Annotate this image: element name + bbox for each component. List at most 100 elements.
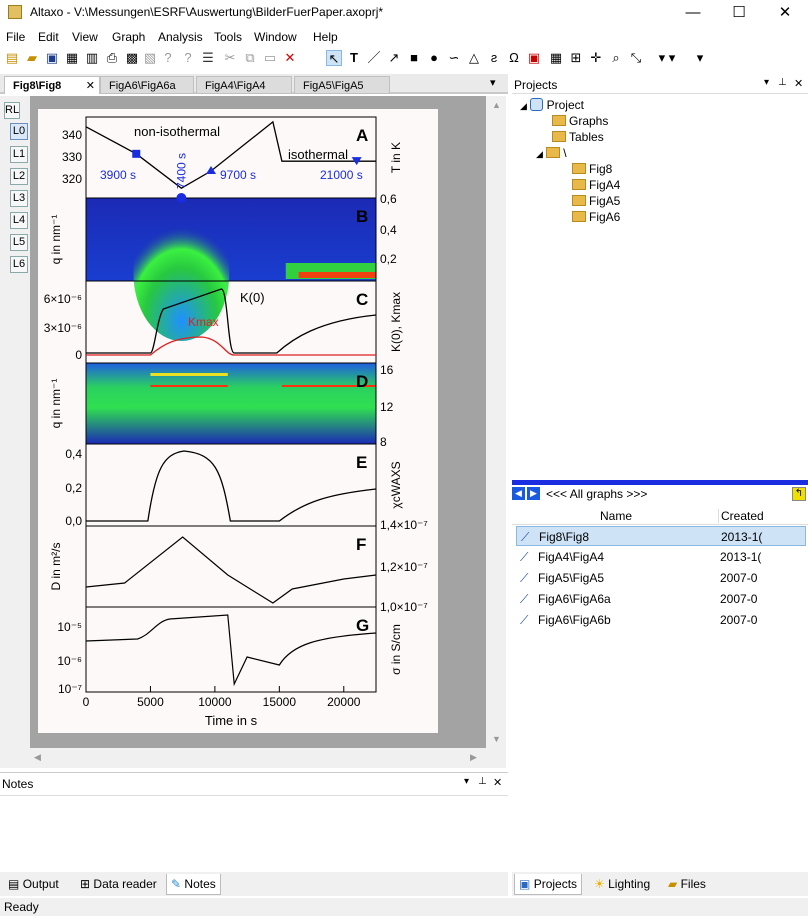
whats-this-icon[interactable]: ? [184, 50, 192, 65]
layer-icon[interactable]: ☰ [202, 50, 214, 65]
panel-menu-icon[interactable]: ▾ [464, 776, 470, 787]
notes-textarea[interactable] [0, 795, 508, 867]
tree-node-figa5[interactable]: FigA5 [572, 194, 620, 208]
open-folder-icon[interactable]: ▰ [27, 50, 37, 65]
layer-button-l1[interactable]: L1 [10, 146, 28, 163]
scroll-left-icon[interactable]: ◀ [34, 752, 41, 762]
layer-button-l4[interactable]: L4 [10, 212, 28, 229]
tree-node-tables[interactable]: Tables [552, 130, 604, 144]
tree-node-fig8[interactable]: Fig8 [572, 162, 612, 176]
horizontal-scrollbar[interactable]: ◀ ▶ [30, 748, 506, 768]
line-tool-icon[interactable]: ／ [367, 50, 381, 65]
go-up-icon[interactable]: ↰ [792, 487, 806, 501]
tab-notes[interactable]: ✎ Notes [166, 874, 221, 895]
panel-close-icon[interactable]: ✕ [794, 78, 804, 90]
menu-help[interactable]: Help [313, 30, 338, 44]
tab-data-reader[interactable]: ⊞ Data reader [76, 874, 161, 895]
axis-rescale-icon[interactable]: ⤡ [630, 50, 642, 65]
rectangle-tool-icon[interactable]: ■ [410, 50, 418, 65]
data-reader-icon[interactable]: ✛ [590, 50, 602, 65]
menu-view[interactable]: View [72, 30, 98, 44]
scroll-up-icon[interactable]: ▲ [492, 100, 501, 110]
curve-tool-icon[interactable]: ∽ [448, 50, 460, 65]
cut-icon[interactable]: ✂ [224, 50, 236, 65]
menu-tools[interactable]: Tools [214, 30, 243, 44]
paste-icon[interactable]: ▭ [263, 50, 277, 65]
layer-button-rl[interactable]: RL [4, 102, 20, 119]
layer-button-l5[interactable]: L5 [10, 234, 28, 251]
back-icon[interactable]: ◀ [512, 487, 525, 500]
align-dropdown[interactable]: ▾ ▾ [658, 50, 676, 65]
grid-icon[interactable]: ▦ [549, 50, 563, 65]
menu-analysis[interactable]: Analysis [158, 30, 203, 44]
copy-page-icon[interactable]: ▧ [143, 50, 157, 65]
arrow-tool-icon[interactable]: ↗ [388, 50, 400, 65]
collapse-icon[interactable]: ◢ [520, 101, 527, 111]
panel-splitter[interactable] [512, 480, 808, 485]
menu-file[interactable]: File [6, 30, 26, 44]
text-tool-icon[interactable]: T [350, 50, 358, 65]
layer-button-l6[interactable]: L6 [10, 256, 28, 273]
scroll-right-icon[interactable]: ▶ [470, 752, 477, 762]
tree-node-figa6[interactable]: FigA6 [572, 210, 620, 224]
tree-node-figa4[interactable]: FigA4 [572, 178, 620, 192]
scroll-down-icon[interactable]: ▼ [492, 734, 501, 744]
new-icon[interactable]: ▤ [5, 50, 19, 65]
copy-icon[interactable]: ⧉ [245, 50, 255, 65]
layer-button-l0[interactable]: L0 [10, 123, 28, 140]
tab-figa5[interactable]: FigA5\FigA5 [294, 76, 390, 94]
menu-edit[interactable]: Edit [38, 30, 59, 44]
minimize-button[interactable]: — [685, 4, 701, 21]
list-item[interactable]: ⟋ FigA6\FigA6b 2007-0 [516, 610, 806, 630]
list-item[interactable]: ⟋ FigA4\FigA4 2013-1( [516, 547, 806, 567]
pin-icon[interactable]: ⊥ [778, 77, 787, 88]
menu-window[interactable]: Window [254, 30, 297, 44]
closed-curve-tool-icon[interactable]: Ω [509, 50, 519, 65]
graph-plot[interactable]: A 340 330 320 T in K B 0,6 0,4 0,2 q in nm⁻¹ C 6×10… [38, 109, 438, 733]
pin-icon[interactable]: ⊥ [478, 776, 487, 787]
tree-node-project[interactable]: ◢ Project [520, 98, 584, 112]
pointer-tool-icon[interactable]: ↖ [326, 50, 342, 66]
open-curve-tool-icon[interactable]: ƨ [490, 50, 498, 65]
layer-button-l2[interactable]: L2 [10, 168, 28, 185]
close-button[interactable]: ✕ [778, 4, 792, 21]
maximize-button[interactable]: ☐ [732, 4, 746, 21]
tab-figa6[interactable]: FigA6\FigA6a [100, 76, 194, 94]
page-setup-icon[interactable]: ▥ [85, 50, 99, 65]
menu-graph[interactable]: Graph [112, 30, 146, 44]
column-created-header[interactable]: Created [718, 509, 764, 523]
list-item[interactable]: ⟋ Fig8\Fig8 2013-1( [516, 526, 806, 546]
close-tab-icon[interactable]: ✕ [85, 80, 95, 92]
tab-list-icon[interactable]: ▾ [490, 77, 496, 89]
tab-figa4[interactable]: FigA4\FigA4 [196, 76, 292, 94]
forward-icon[interactable]: ▶ [527, 487, 540, 500]
delete-icon[interactable]: ✕ [284, 50, 296, 65]
tab-output[interactable]: ▤ Output [4, 874, 63, 895]
save-icon[interactable]: ▣ [45, 50, 59, 65]
plot-frame-icon[interactable]: ⊞ [570, 50, 582, 65]
vertical-scrollbar[interactable]: ▲ ▼ [486, 96, 506, 748]
list-item[interactable]: ⟋ FigA6\FigA6a 2007-0 [516, 589, 806, 609]
ellipse-tool-icon[interactable]: ● [430, 50, 438, 65]
polygon-tool-icon[interactable]: △ [469, 50, 479, 65]
collapse-icon[interactable]: ◢ [536, 149, 543, 159]
panel-close-icon[interactable]: ✕ [493, 777, 503, 789]
zoom-axes-icon[interactable]: ▣ [527, 50, 541, 65]
tab-projects[interactable]: ▣ Projects [514, 874, 583, 895]
panel-menu-icon[interactable]: ▾ [764, 77, 770, 88]
tab-files[interactable]: ▰ Files [664, 874, 710, 895]
print-icon[interactable]: ⎙ [106, 50, 118, 65]
save-all-icon[interactable]: ▦ [65, 50, 79, 65]
list-item[interactable]: ⟋ FigA5\FigA5 2007-0 [516, 568, 806, 588]
tab-fig8[interactable]: Fig8\Fig8 ✕ [4, 76, 100, 94]
print-preview-icon[interactable]: ▩ [125, 50, 139, 65]
column-name-header[interactable]: Name [600, 509, 633, 523]
tree-node-graphs[interactable]: Graphs [552, 114, 608, 128]
more-dropdown[interactable]: ▾ [696, 50, 704, 65]
layer-button-l3[interactable]: L3 [10, 190, 28, 207]
tab-lighting[interactable]: ☀ Lighting [590, 874, 654, 895]
graph-list-selector[interactable]: <<< All graphs >>> [546, 487, 648, 501]
tree-node-root-folder[interactable]: ◢ \ [536, 146, 567, 160]
zoom-icon[interactable]: ⌕ [612, 50, 620, 65]
help-icon[interactable]: ? [164, 50, 172, 65]
